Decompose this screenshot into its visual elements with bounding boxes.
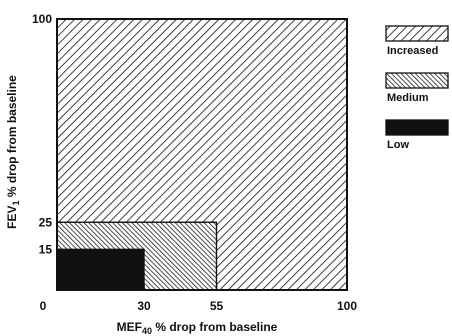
- x-tick-label-30: 30: [137, 299, 151, 313]
- y-tick-label-25: 25: [39, 215, 53, 229]
- region-low: [56, 248, 145, 291]
- x-tick-label-0: 0: [40, 299, 47, 313]
- x-tick-label-55: 55: [210, 299, 224, 313]
- legend-label-increased: Increased: [387, 45, 438, 57]
- y-tick-label-100: 100: [32, 12, 52, 26]
- plot-frame: [56, 18, 348, 291]
- legend-swatch-increased: [385, 25, 449, 42]
- y-tick-label-15: 15: [39, 242, 53, 256]
- legend-swatch-low: [385, 119, 449, 136]
- legend-swatch-medium: [385, 72, 449, 89]
- x-axis-title: MEF40 % drop from baseline: [117, 320, 278, 336]
- tick-labels: 0 30 55 100 15 25 100: [32, 12, 357, 313]
- legend-label-medium: Medium: [387, 92, 429, 104]
- x-tick-label-100: 100: [337, 299, 357, 313]
- tick-marks: [56, 18, 348, 290]
- chart-legend: Increased Medium Low: [385, 25, 449, 151]
- y-axis-title: FEV1 % drop from baseline: [5, 75, 21, 229]
- chart-regions: [56, 18, 348, 291]
- legend-label-low: Low: [387, 139, 409, 151]
- plot-border: [56, 18, 348, 291]
